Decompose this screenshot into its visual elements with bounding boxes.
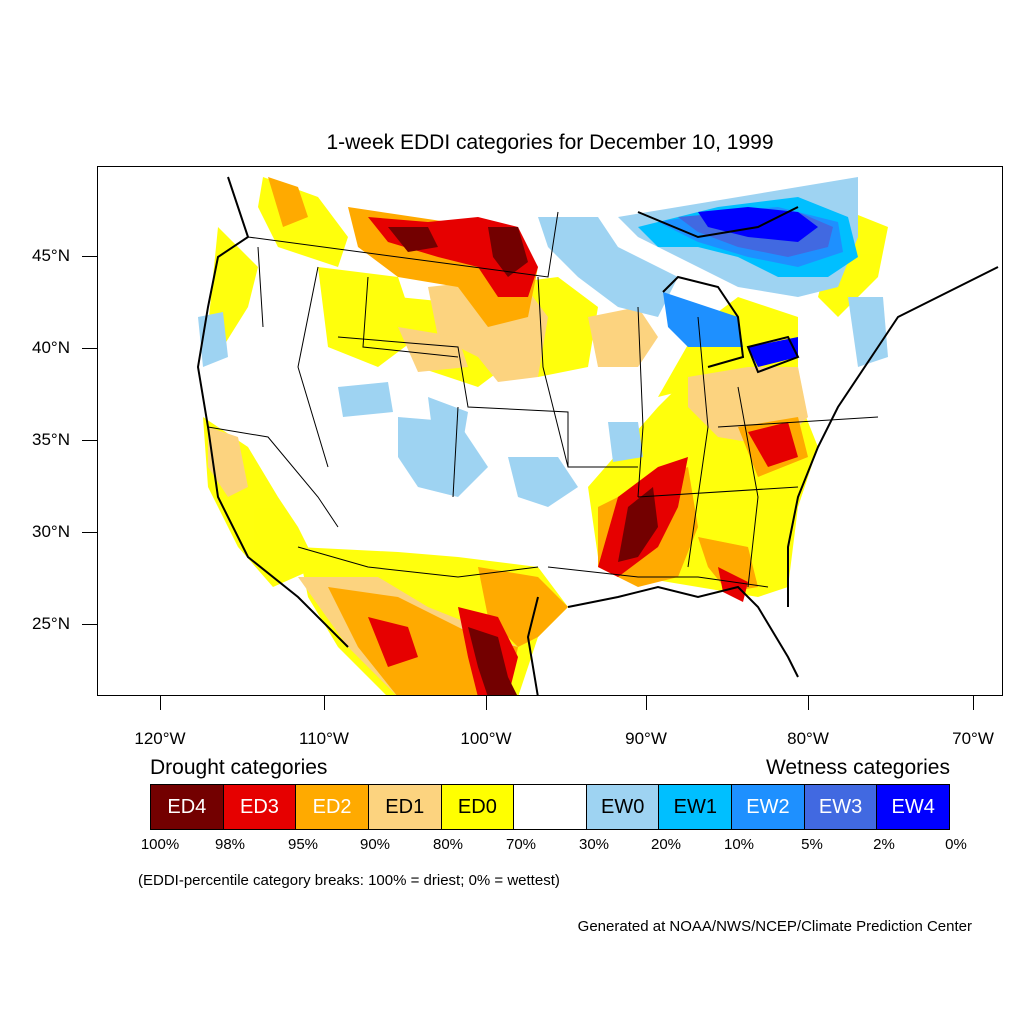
legend-ew4: EW4	[877, 785, 950, 829]
lat-tick-30	[82, 532, 97, 533]
lat-tick-35	[82, 440, 97, 441]
lon-tick-70	[973, 696, 974, 710]
legend-ed4-label: ED4	[167, 795, 207, 818]
lon-tick-100	[486, 696, 487, 710]
ed4-regions	[388, 227, 658, 695]
wetness-heading: Wetness categories	[765, 756, 950, 779]
legend-ew1: EW1	[659, 785, 733, 829]
legend-ed3: ED3	[223, 785, 297, 829]
legend-ed4: ED4	[151, 785, 224, 829]
lon-label-70: 70°W	[952, 729, 994, 748]
legend-ed1-label: ED1	[385, 795, 425, 818]
lon-label-90: 90°W	[625, 729, 667, 748]
lon-tick-110	[324, 696, 325, 710]
legend-ew0-label: EW0	[600, 795, 645, 818]
legend-neutral	[514, 785, 587, 829]
boundaries	[207, 211, 879, 588]
break-label: 0%	[945, 836, 967, 853]
lat-tick-25	[82, 624, 97, 625]
break-label: 2%	[873, 836, 895, 853]
break-label: 30%	[578, 836, 610, 853]
break-label: 98%	[214, 836, 246, 853]
eddi-map	[196, 176, 999, 695]
lat-tick-40	[82, 348, 97, 349]
lon-label-110: 110°W	[299, 729, 349, 748]
coastlines	[196, 176, 999, 695]
legend-bar: ED4 ED3 ED2 ED1 ED0 EW0 EW1 EW2 EW3 EW4	[150, 784, 950, 830]
break-label: 95%	[287, 836, 319, 853]
break-label: 80%	[432, 836, 464, 853]
legend-ew4-label: EW4	[891, 795, 935, 818]
lat-label-30: 30°N	[32, 522, 70, 541]
drought-heading: Drought categories	[150, 756, 328, 779]
legend-ed1: ED1	[368, 785, 442, 829]
break-label: 90%	[359, 836, 391, 853]
legend-ed3-label: ED3	[240, 795, 279, 818]
lat-label-25: 25°N	[32, 614, 70, 633]
break-label: 10%	[723, 836, 755, 853]
legend-ew3-label: EW3	[818, 795, 863, 818]
legend-ed0-label: ED0	[457, 795, 497, 818]
map-panel	[97, 166, 1003, 696]
ew-strong-regions	[638, 197, 858, 367]
lon-tick-90	[646, 696, 647, 710]
lat-tick-45	[82, 256, 97, 257]
break-label: 100%	[140, 836, 180, 853]
legend-ed0: ED0	[441, 785, 515, 829]
lat-label-40: 40°N	[32, 338, 70, 357]
category-note: (EDDI-percentile category breaks: 100% =…	[138, 872, 560, 889]
lat-label-35: 35°N	[32, 430, 70, 449]
legend-ew3: EW3	[804, 785, 878, 829]
legend-ed2: ED2	[296, 785, 369, 829]
lon-tick-120	[160, 696, 161, 710]
lon-tick-80	[808, 696, 809, 710]
lon-label-120: 120°W	[134, 729, 186, 748]
lat-label-45: 45°N	[32, 246, 70, 265]
lon-label-100: 100°W	[460, 729, 512, 748]
break-label: 20%	[650, 836, 682, 853]
legend-ew2-label: EW2	[746, 795, 790, 818]
legend-ew1-label: EW1	[673, 795, 717, 818]
credit-line: Generated at NOAA/NWS/NCEP/Climate Predi…	[577, 918, 972, 935]
break-label: 5%	[801, 836, 823, 853]
legend-ew2: EW2	[732, 785, 805, 829]
lon-label-80: 80°W	[787, 729, 829, 748]
break-label: 70%	[505, 836, 537, 853]
legend-ew0: EW0	[586, 785, 660, 829]
legend-ed2-label: ED2	[312, 795, 352, 818]
map-title: 1-week EDDI categories for December 10, …	[326, 131, 774, 154]
